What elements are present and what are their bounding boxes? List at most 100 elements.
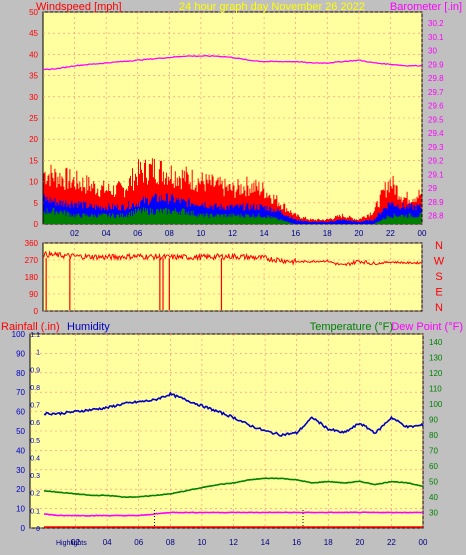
x-tick-label: 04 — [103, 538, 112, 547]
y-tick-label-humidity: 80 — [16, 369, 25, 378]
y-tick-label-humidity: 70 — [16, 388, 25, 397]
y-tick-label-wind: 45 — [29, 29, 38, 38]
x-tick-label: 00 — [418, 229, 427, 238]
y-tick-label-direction: 0 — [34, 307, 39, 316]
y-tick-label-humidity: 0 — [21, 524, 26, 533]
humidity-line — [43, 391, 424, 437]
y-tick-label-barometer: 28.8 — [428, 212, 444, 221]
x-tick-label: 06 — [133, 229, 142, 238]
x-tick-label: 18 — [324, 538, 333, 547]
x-tick-label: 10 — [196, 229, 205, 238]
temperature-label: Temperature (°F) — [310, 321, 393, 333]
compass-label-s: S — [435, 271, 442, 283]
y-tick-label-temperature: 40 — [429, 493, 438, 502]
humidity-label: Humidity — [67, 321, 110, 333]
y-tick-label-wind: 10 — [29, 178, 38, 187]
y-tick-label-barometer: 29.4 — [428, 129, 444, 138]
y-tick-label-rain: 0.1 — [30, 508, 40, 515]
y-tick-label-barometer: 29.9 — [428, 60, 444, 69]
y-tick-label-temperature: 100 — [429, 400, 443, 409]
x-tick-label: 02 — [71, 538, 80, 547]
x-tick-label: 04 — [102, 229, 111, 238]
x-tick-label: 08 — [166, 538, 175, 547]
y-tick-label-temperature: 80 — [429, 431, 438, 440]
x-tick-label: 10 — [197, 538, 206, 547]
windspeed-label: Windspeed [mph] — [36, 1, 122, 13]
y-tick-label-humidity: 20 — [16, 485, 25, 494]
temperature-line — [44, 477, 424, 499]
y-tick-label-direction: 360 — [25, 239, 39, 248]
y-tick-label-barometer: 28.9 — [428, 198, 444, 207]
y-tick-label-barometer: 30.1 — [428, 33, 444, 42]
y-tick-label-barometer: 29.6 — [428, 102, 444, 111]
y-tick-label-rain: 0.4 — [30, 455, 40, 462]
y-tick-label-rain: 0.7 — [30, 403, 40, 410]
wind-min-bar — [43, 207, 422, 224]
compass-label-w: W — [434, 256, 445, 268]
y-tick-label-humidity: 100 — [12, 330, 26, 339]
barometer-label: Barometer [.in] — [390, 1, 462, 13]
y-tick-label-humidity: 50 — [16, 427, 25, 436]
compass-label-n: N — [435, 240, 443, 252]
y-tick-label-rain: 0.3 — [30, 473, 40, 480]
y-tick-label-wind: 35 — [29, 72, 38, 81]
y-tick-label-barometer: 29 — [428, 184, 437, 193]
y-tick-label-rain: 1 — [36, 350, 40, 357]
x-tick-label: 22 — [387, 538, 396, 547]
y-tick-label-temperature: 70 — [429, 446, 438, 455]
y-tick-label-wind: 25 — [29, 114, 38, 123]
y-tick-label-temperature: 130 — [429, 353, 443, 362]
y-tick-label-wind: 15 — [29, 156, 38, 165]
compass-label-e: E — [435, 287, 442, 299]
y-tick-label-rain: 1.1 — [30, 332, 40, 339]
y-tick-label-temperature: 120 — [429, 369, 443, 378]
y-tick-label-barometer: 29.2 — [428, 157, 444, 166]
wind-direction-line — [42, 250, 422, 267]
dewpoint-line — [44, 511, 424, 517]
y-tick-label-humidity: 30 — [16, 466, 25, 475]
compass-label-n: N — [435, 302, 443, 314]
y-tick-label-rain: 0.9 — [30, 367, 40, 374]
x-tick-label: 00 — [419, 538, 428, 547]
x-tick-label: 14 — [261, 538, 270, 547]
x-tick-label: 12 — [228, 229, 237, 238]
y-tick-label-temperature: 90 — [429, 415, 438, 424]
y-tick-label-barometer: 29.1 — [428, 170, 444, 179]
highlights-label: Highlights — [56, 540, 87, 547]
y-tick-label-direction: 270 — [25, 256, 39, 265]
y-tick-label-humidity: 10 — [16, 505, 25, 514]
y-tick-label-wind: 50 — [29, 8, 38, 17]
rainfall-label: Rainfall (.in) — [1, 321, 60, 333]
y-tick-label-direction: 90 — [29, 290, 38, 299]
x-tick-label: 22 — [386, 229, 395, 238]
x-tick-label: 12 — [229, 538, 238, 547]
x-tick-label: 14 — [260, 229, 269, 238]
y-tick-label-rain: 0.6 — [30, 420, 40, 427]
x-tick-label: 02 — [70, 229, 79, 238]
y-tick-label-barometer: 30 — [428, 47, 437, 56]
y-tick-label-rain: 0 — [36, 526, 40, 533]
y-tick-label-wind: 5 — [34, 199, 39, 208]
x-tick-label: 20 — [354, 229, 363, 238]
graph-title: 24 hour graph day November 26 2022 — [179, 1, 365, 13]
x-tick-label: 08 — [165, 229, 174, 238]
y-tick-label-rain: 0.2 — [30, 491, 40, 498]
dewpoint-label: Dew Point (°F) — [391, 321, 463, 333]
y-tick-label-temperature: 140 — [429, 338, 443, 347]
y-tick-label-humidity: 90 — [16, 349, 25, 358]
y-tick-label-rain: 0.8 — [30, 385, 40, 392]
y-tick-label-wind: 40 — [29, 50, 38, 59]
y-tick-label-barometer: 29.8 — [428, 74, 444, 83]
y-tick-label-temperature: 60 — [429, 462, 438, 471]
y-tick-label-wind: 30 — [29, 93, 38, 102]
y-tick-label-temperature: 110 — [429, 384, 442, 393]
y-tick-label-wind: 0 — [34, 220, 39, 229]
y-tick-label-direction: 180 — [25, 273, 39, 282]
x-tick-label: 06 — [134, 538, 143, 547]
x-tick-label: 18 — [323, 229, 332, 238]
y-tick-label-wind: 20 — [29, 135, 38, 144]
y-tick-label-barometer: 29.5 — [428, 115, 444, 124]
y-tick-label-barometer: 30.2 — [428, 19, 444, 28]
y-tick-label-humidity: 40 — [16, 446, 25, 455]
